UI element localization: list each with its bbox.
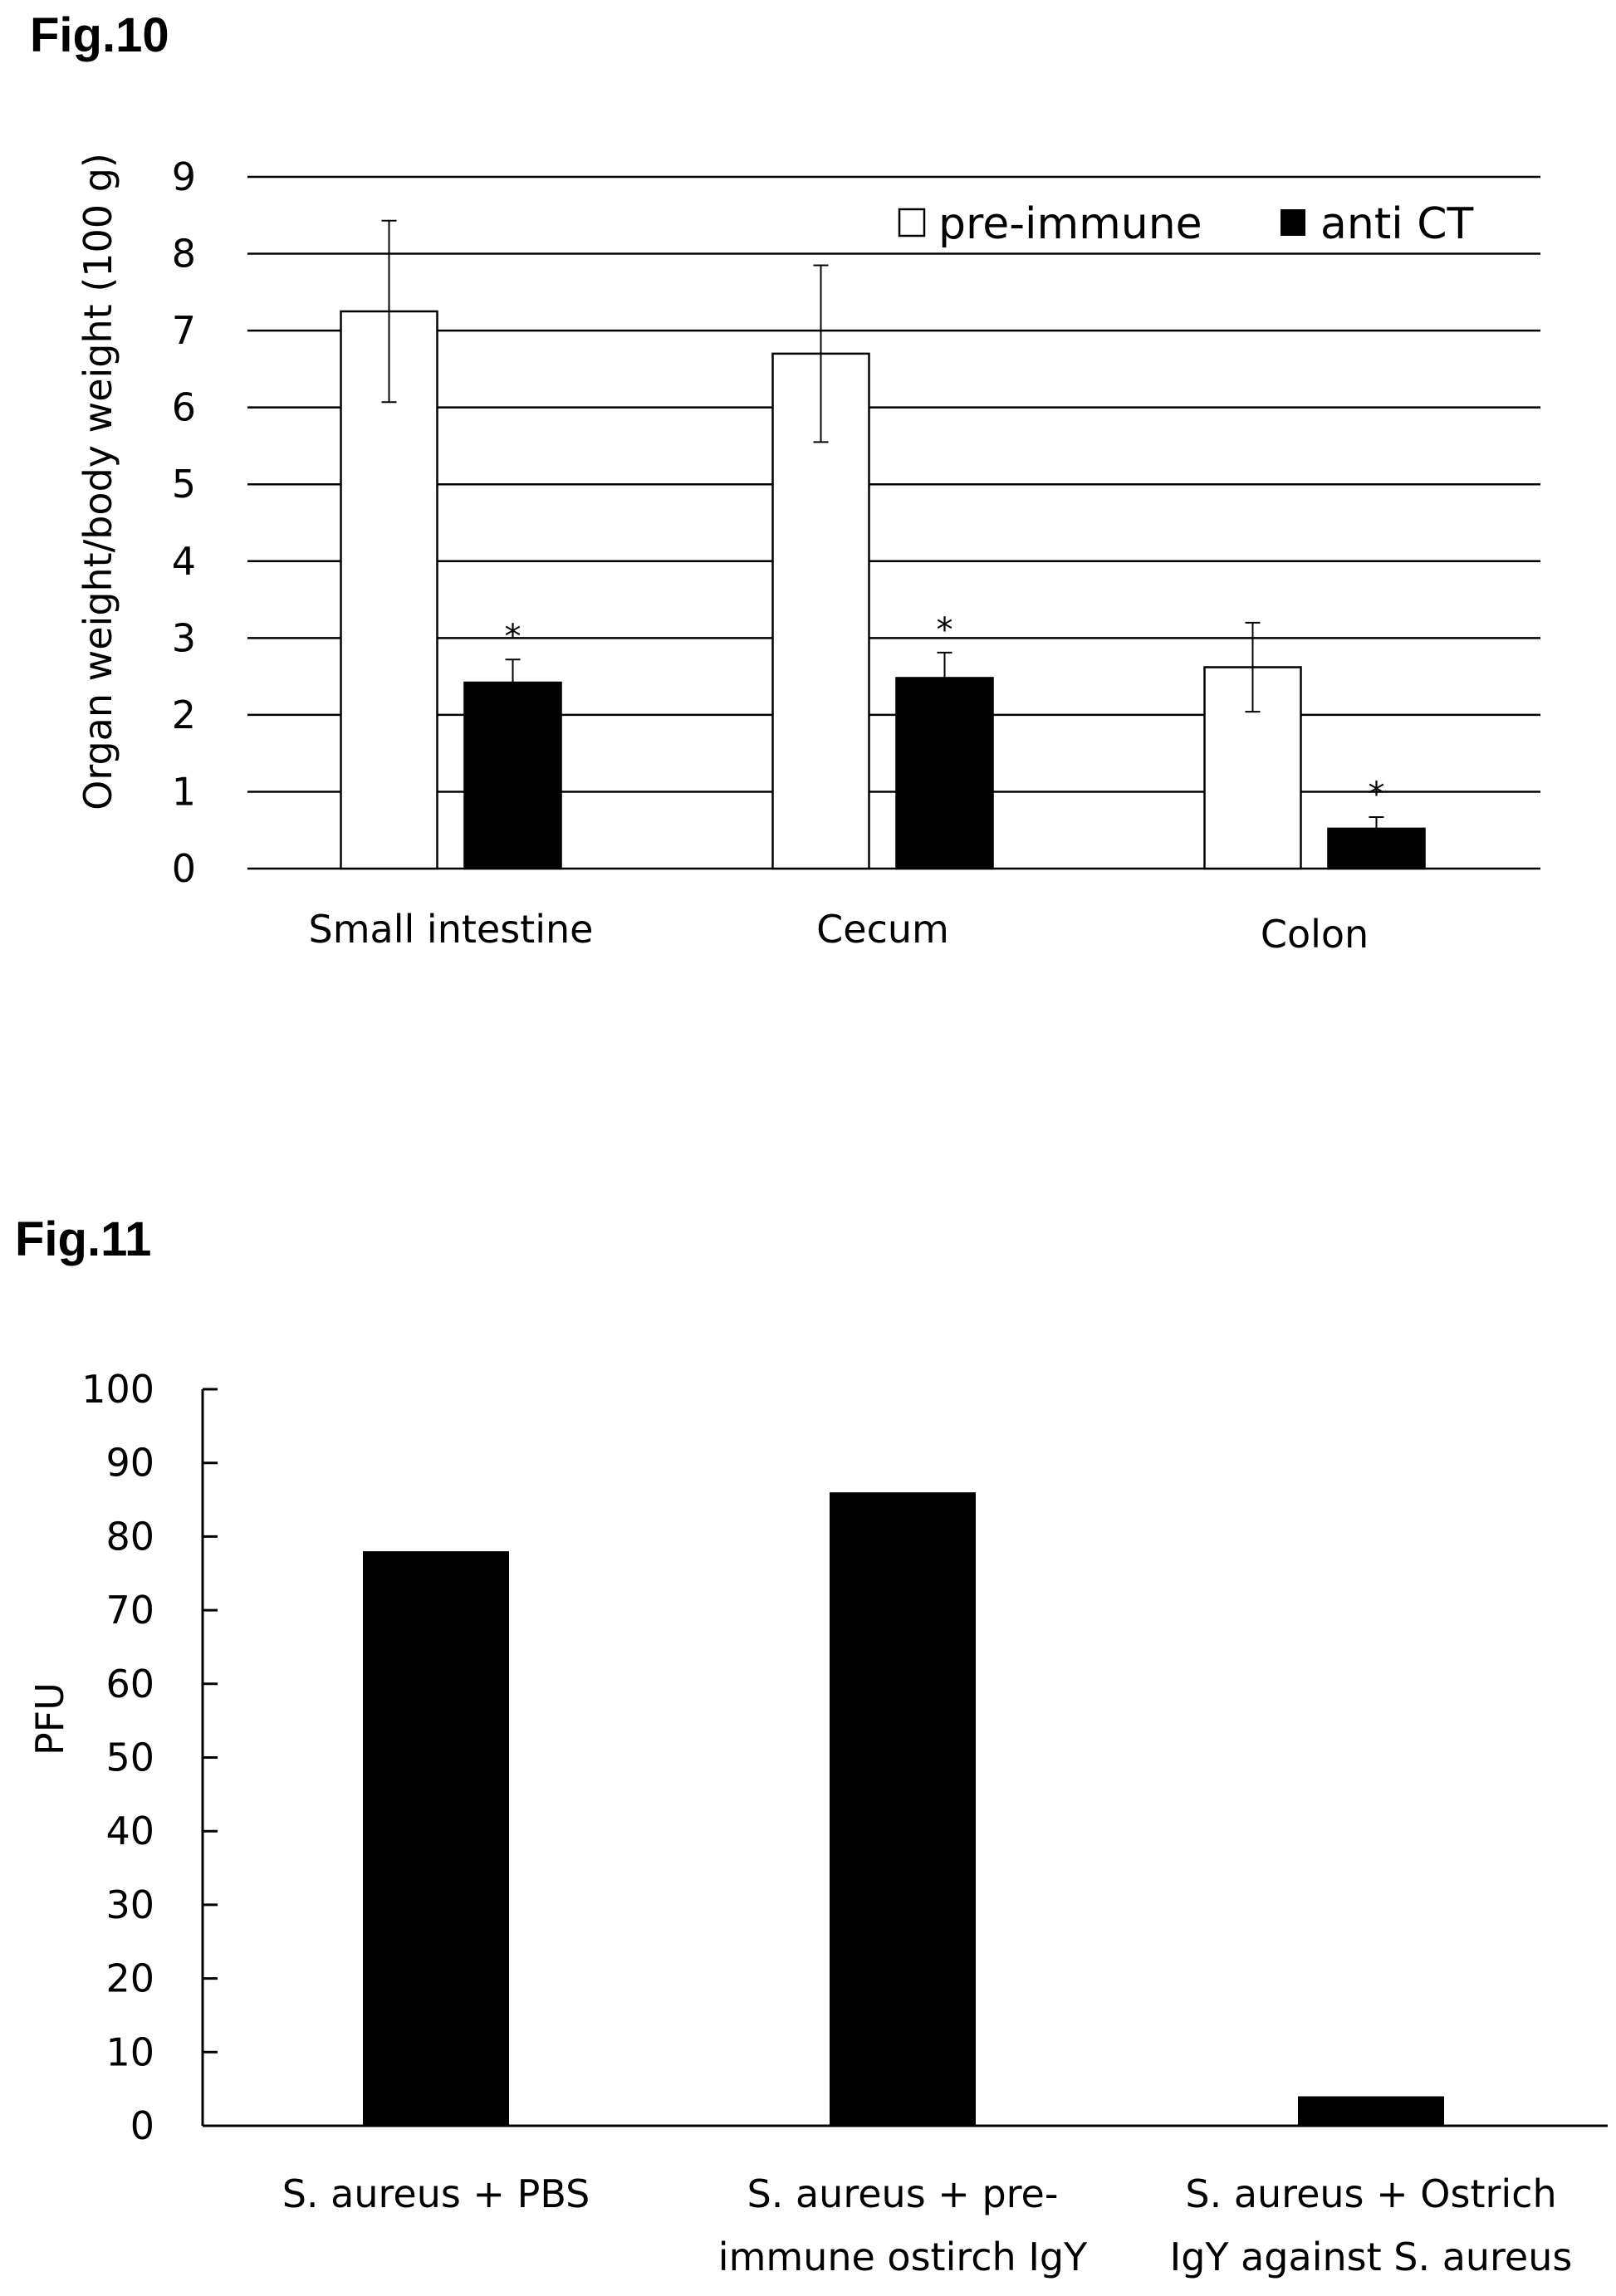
fig11-label: Fig.11 [15,1212,151,1266]
legend-label-anti-ct: anti CT [1320,199,1473,249]
fig10-significance-star-small-intestine: * [505,618,522,656]
fig10-label: Fig.10 [30,8,169,62]
fig11-y-tick-label: 0 [130,2103,154,2148]
fig10-bar-anti-ct-cecum [895,677,994,870]
fig11-category-line: immune ostirch IgY [718,2235,1088,2279]
fig11-y-tick-label: 100 [81,1367,154,1412]
fig11-bar-s-aureus-ostrich-igy-against-s-aureus [1298,2096,1444,2126]
fig11-y-tick-label: 30 [105,1882,154,1927]
fig11-y-tick-label: 10 [105,2029,154,2074]
fig11-y-tick-label: 20 [105,1956,154,2001]
fig10-y-tick-label: 3 [172,615,196,660]
fig11-category-labels: S. aureus + PBS S. aureus + pre-immune os… [282,2171,1573,2279]
legend-swatch-anti-ct [1281,209,1305,236]
legend-label-pre-immune: pre-immune [938,199,1202,249]
fig10-y-tick-label: 6 [172,385,196,430]
legend-swatch-pre-immune [898,208,926,237]
fig10-category-small-intestine: Small intestine [309,907,594,952]
fig11-bar-s-aureus-pbs [363,1551,509,2126]
fig10-category-labels: Small intestine Cecum Colon [309,907,1369,957]
fig10-gridlines [247,175,1540,870]
fig10-y-tick-label: 9 [172,154,196,199]
fig10-significance-star-cecum: * [937,611,953,649]
fig10-y-tick-label: 5 [172,462,196,507]
fig10-y-ticks: 0 1 2 3 4 5 6 7 8 9 [172,154,196,891]
fig11-y-axis-label: PFU [27,1682,72,1755]
fig11-category-line: S. aureus + PBS [282,2171,590,2216]
fig11-category-s-aureus-pre-immune-ostirch-igy: S. aureus + pre-immune ostirch IgY [718,2171,1088,2279]
fig10-bar-anti-ct-small-intestine [463,681,562,870]
fig10-y-tick-label: 0 [172,846,196,891]
fig11-category-s-aureus-pbs: S. aureus + PBS [282,2171,590,2216]
fig11-y-tick-label: 40 [105,1809,154,1853]
fig11-category-s-aureus-ostrich-igy-against-s-aureus: S. aureus + Ostrich IgY against S. aureus [1170,2171,1573,2279]
fig11-chart: Fig.11 0 10 20 30 40 50 60 70 80 90 100 PFU S. aur… [15,1212,1608,2279]
fig10-error-bars [381,219,1384,841]
fig11-y-ticks: 0 10 20 30 40 50 60 70 80 90 100 [81,1367,218,2148]
fig10-bar-pre-immune-colon [1203,666,1302,870]
fig11-y-tick-label: 60 [105,1662,154,1706]
fig11-category-line: IgY against S. aureus [1170,2235,1573,2279]
fig10-y-tick-label: 2 [172,693,196,737]
fig10-significance-marks: * * * [505,611,1385,814]
fig11-y-tick-label: 70 [105,1588,154,1633]
fig10-category-colon: Colon [1261,912,1369,957]
fig11-bar-s-aureus-pre-immune-ostirch-igy [830,1492,976,2126]
fig11-y-tick-label: 90 [105,1441,154,1486]
fig11-category-line: S. aureus + Ostrich [1185,2171,1556,2216]
fig10-y-tick-label: 1 [172,769,196,814]
fig10-y-tick-label: 7 [172,308,196,353]
fig10-legend: pre-immune anti CT [898,199,1473,249]
fig10-bars [340,310,1426,870]
fig10-significance-star-colon: * [1369,776,1385,814]
fig11-y-tick-label: 50 [105,1735,154,1780]
fig10-y-axis-label: Organ weight/body weight (100 g) [76,153,120,810]
fig10-category-cecum: Cecum [816,907,949,952]
fig10-y-tick-label: 4 [172,539,196,584]
fig10-chart: Fig.10 0 1 2 3 4 5 6 7 8 9 Organ weight/body weig… [30,8,1540,957]
fig11-category-line: S. aureus + pre- [747,2171,1059,2216]
fig11-y-tick-label: 80 [105,1514,154,1559]
fig10-y-tick-label: 8 [172,232,196,277]
fig11-bars [363,1492,1444,2126]
